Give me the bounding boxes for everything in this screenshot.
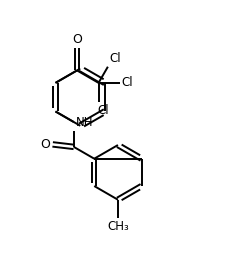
Text: O: O <box>72 33 82 46</box>
Text: NH: NH <box>76 116 93 129</box>
Text: Cl: Cl <box>121 76 132 89</box>
Text: Cl: Cl <box>97 104 109 117</box>
Text: O: O <box>40 138 50 151</box>
Text: Cl: Cl <box>109 52 121 65</box>
Text: CH₃: CH₃ <box>107 220 129 233</box>
